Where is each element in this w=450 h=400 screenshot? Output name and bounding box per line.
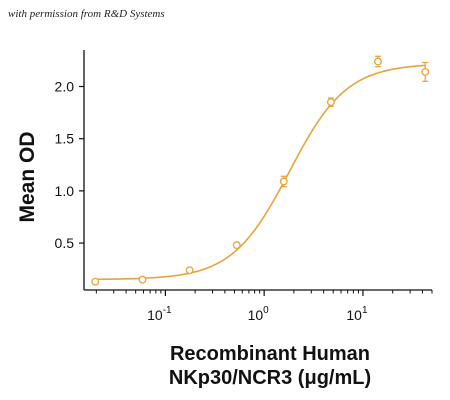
data-point: [279, 177, 288, 186]
data-point: [421, 67, 430, 76]
x-tick-label: 100: [248, 305, 270, 323]
x-axis-label: Recombinant Human NKp30/NCR3 (μg/mL): [95, 342, 445, 390]
y-tick-label: 0.5: [55, 235, 75, 251]
x-axis-label-line2: NKp30/NCR3 (μg/mL): [168, 367, 372, 389]
x-tick-label: 10-1: [147, 305, 172, 323]
data-point: [91, 277, 100, 286]
x-tick-label: 101: [346, 305, 368, 323]
y-axis-label: Mean OD: [16, 131, 39, 223]
tick-labels-group: 0.5 1.0 1.5 2.0 10-1 100 101: [55, 79, 368, 323]
y-tick-label: 1.5: [55, 131, 75, 147]
data-point: [374, 57, 382, 66]
axes: [79, 50, 433, 296]
data-point: [232, 241, 241, 250]
data-points-group: [91, 55, 430, 286]
permission-caption: with permission from R&D Systems: [8, 8, 165, 20]
y-tick-label: 1.0: [55, 183, 75, 199]
data-point: [326, 98, 335, 107]
fit-curve: [95, 64, 426, 281]
data-point: [138, 275, 147, 284]
fit-curve-group: [95, 64, 426, 281]
y-tick-label: 2.0: [55, 79, 75, 95]
x-axis-label-line1: Recombinant Human: [169, 343, 371, 365]
data-point: [185, 266, 194, 275]
